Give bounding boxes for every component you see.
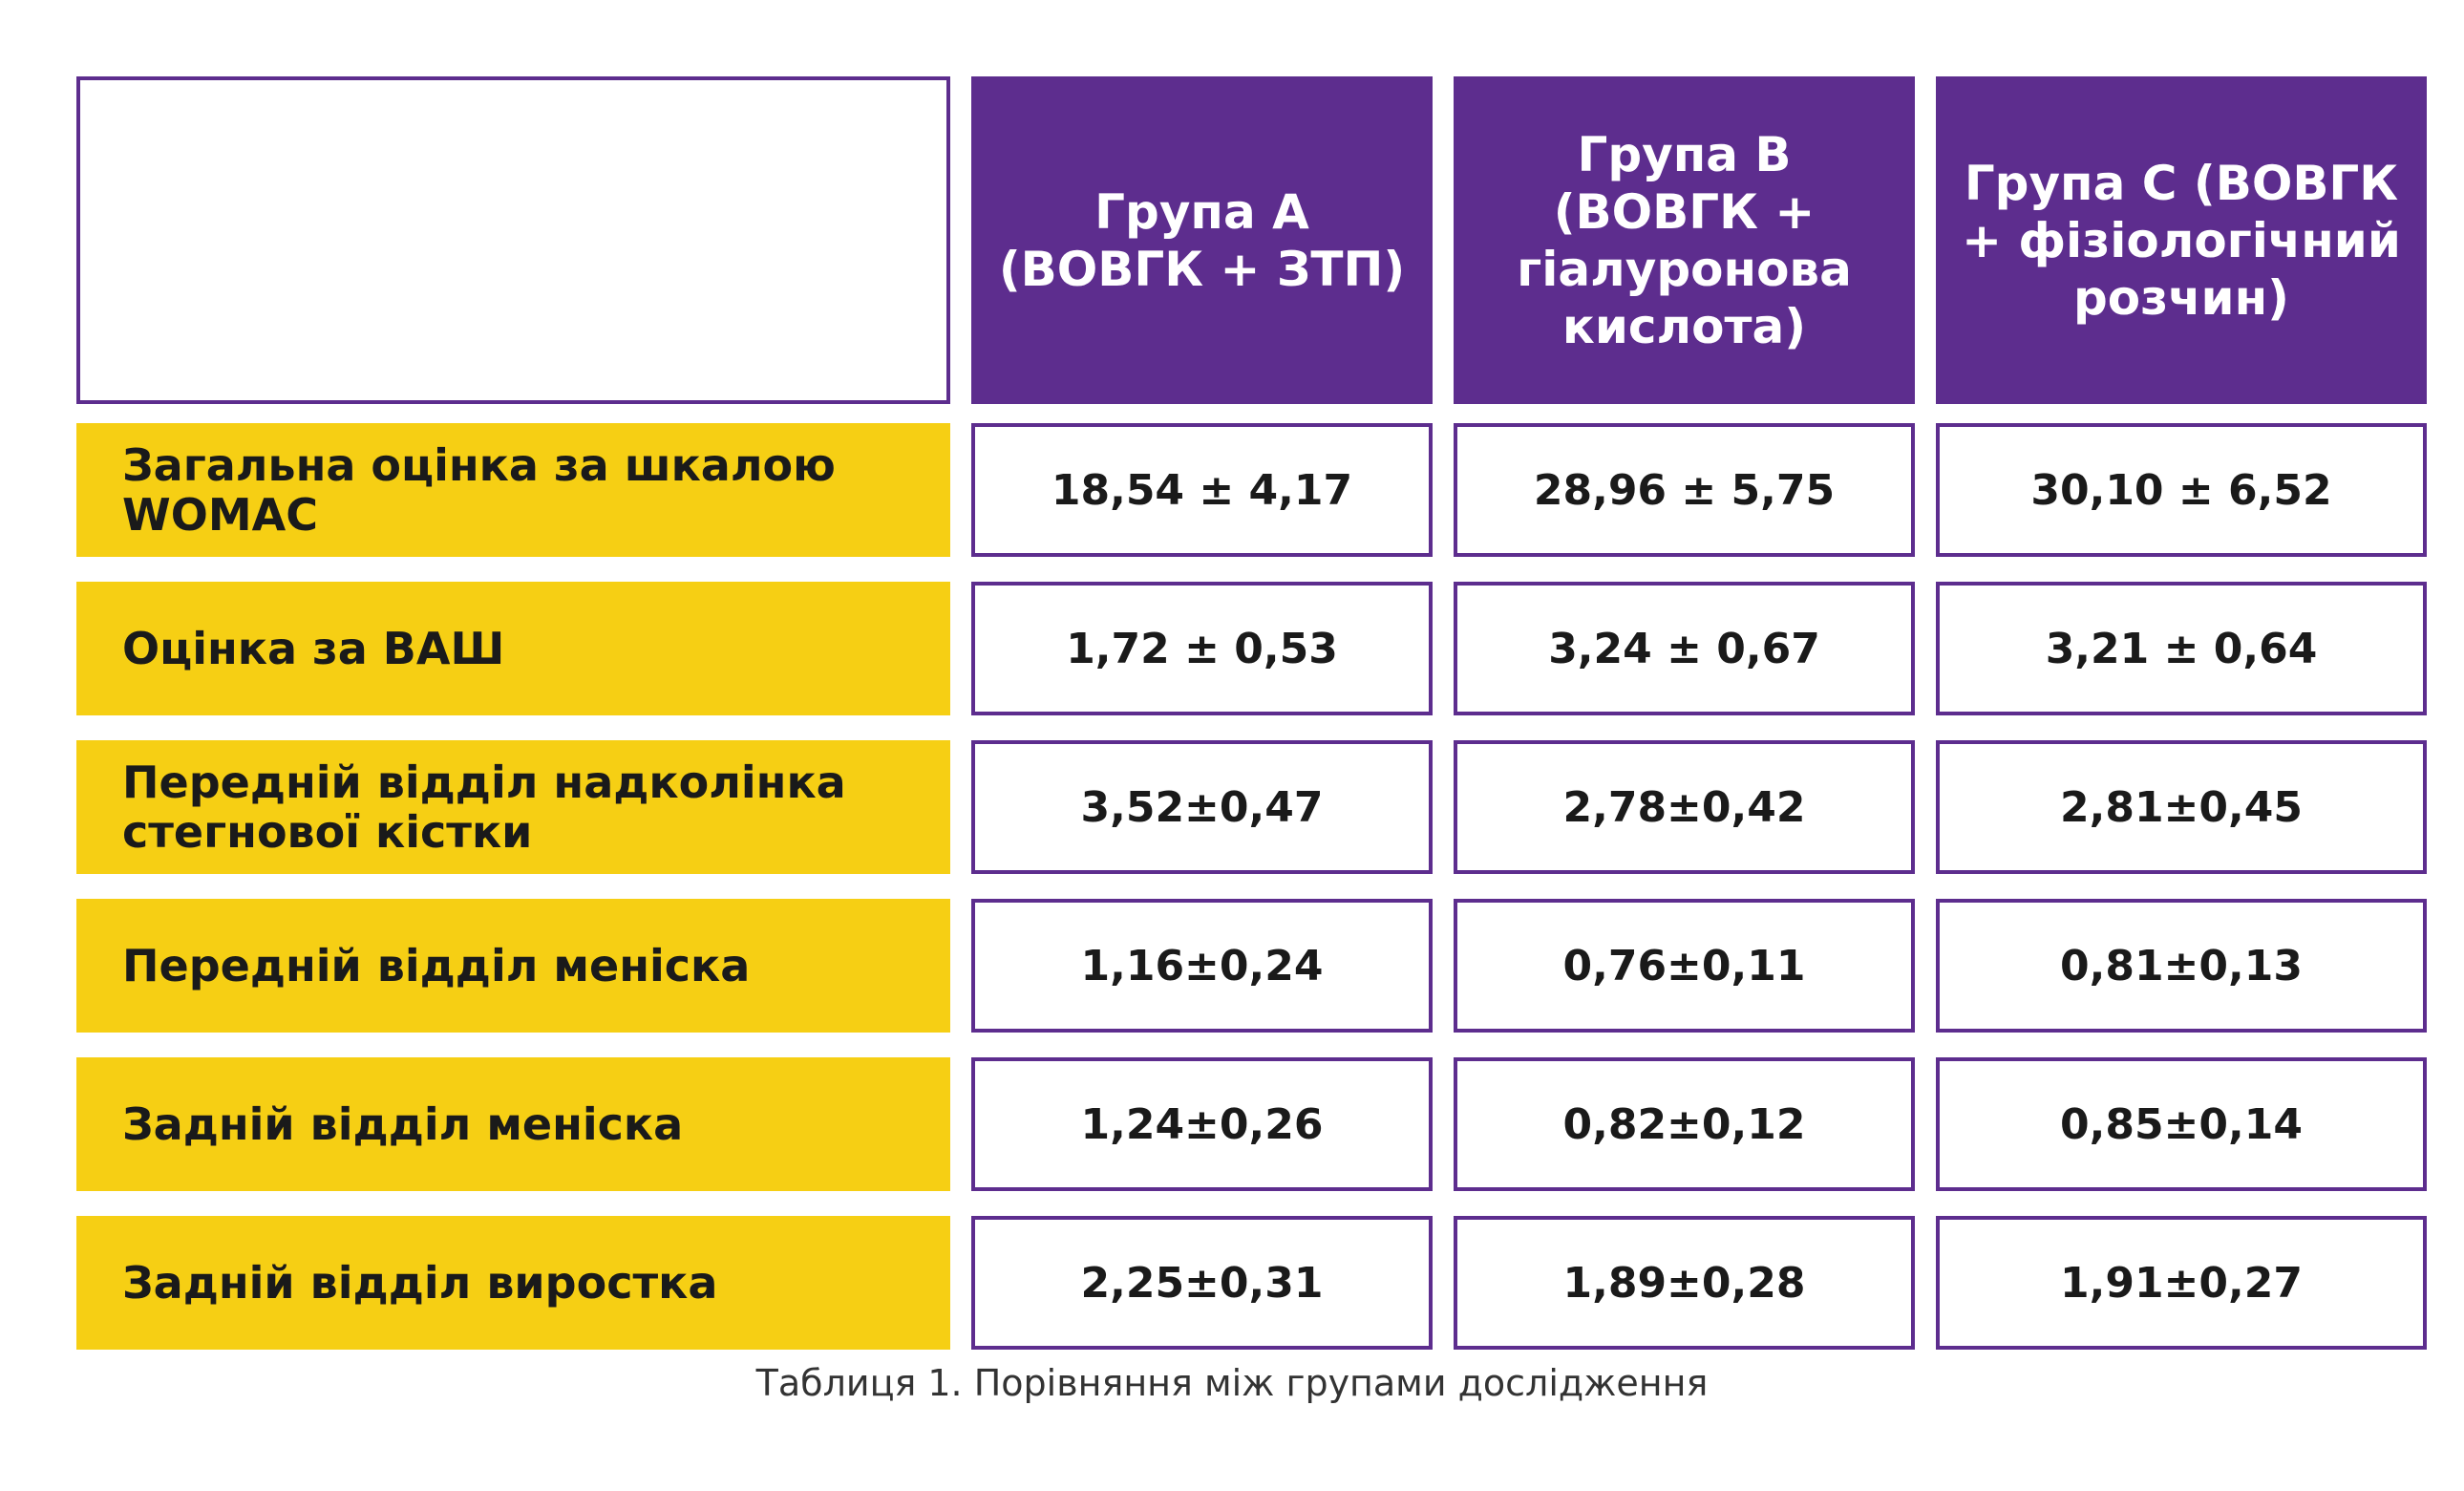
table-corner-cell xyxy=(76,76,950,404)
table-caption: Таблиця 1. Порівняння між групами дослід… xyxy=(755,1362,1709,1404)
table-cell: 0,85±0,14 xyxy=(1936,1057,2427,1191)
table-cell: 1,72 ± 0,53 xyxy=(971,582,1433,715)
table-cell: 0,82±0,12 xyxy=(1454,1057,1915,1191)
table-cell: 2,25±0,31 xyxy=(971,1216,1433,1350)
table-cell: 1,24±0,26 xyxy=(971,1057,1433,1191)
table-cell: 1,16±0,24 xyxy=(971,899,1433,1033)
table-cell: 3,21 ± 0,64 xyxy=(1936,582,2427,715)
table-cell: 3,52±0,47 xyxy=(971,740,1433,874)
column-header-group-c: Група С (ВОВГК + фізіологічний розчин) xyxy=(1936,76,2427,404)
table-cell: 0,76±0,11 xyxy=(1454,899,1915,1033)
table-cell: 0,81±0,13 xyxy=(1936,899,2427,1033)
table-cell: 28,96 ± 5,75 xyxy=(1454,423,1915,557)
row-label-womac: Загальна оцінка за шкалою WOMAC xyxy=(76,423,950,557)
row-label-posterior-condyle: Задній відділ виростка xyxy=(76,1216,950,1350)
row-label-vas: Оцінка за ВАШ xyxy=(76,582,950,715)
table-cell: 2,78±0,42 xyxy=(1454,740,1915,874)
table-cell: 3,24 ± 0,67 xyxy=(1454,582,1915,715)
table-cell: 18,54 ± 4,17 xyxy=(971,423,1433,557)
table-cell: 2,81±0,45 xyxy=(1936,740,2427,874)
row-label-anterior-meniscus: Передній відділ меніска xyxy=(76,899,950,1033)
table-cell: 30,10 ± 6,52 xyxy=(1936,423,2427,557)
row-label-posterior-meniscus: Задній відділ меніска xyxy=(76,1057,950,1191)
table-cell: 1,91±0,27 xyxy=(1936,1216,2427,1350)
column-header-group-b: Група В (ВОВГК + гіалуронова кислота) xyxy=(1454,76,1915,404)
table-cell: 1,89±0,28 xyxy=(1454,1216,1915,1350)
column-header-group-a: Група А (ВОВГК + ЗТП) xyxy=(971,76,1433,404)
row-label-patella: Передній відділ надколінка стегнової кіс… xyxy=(76,740,950,874)
